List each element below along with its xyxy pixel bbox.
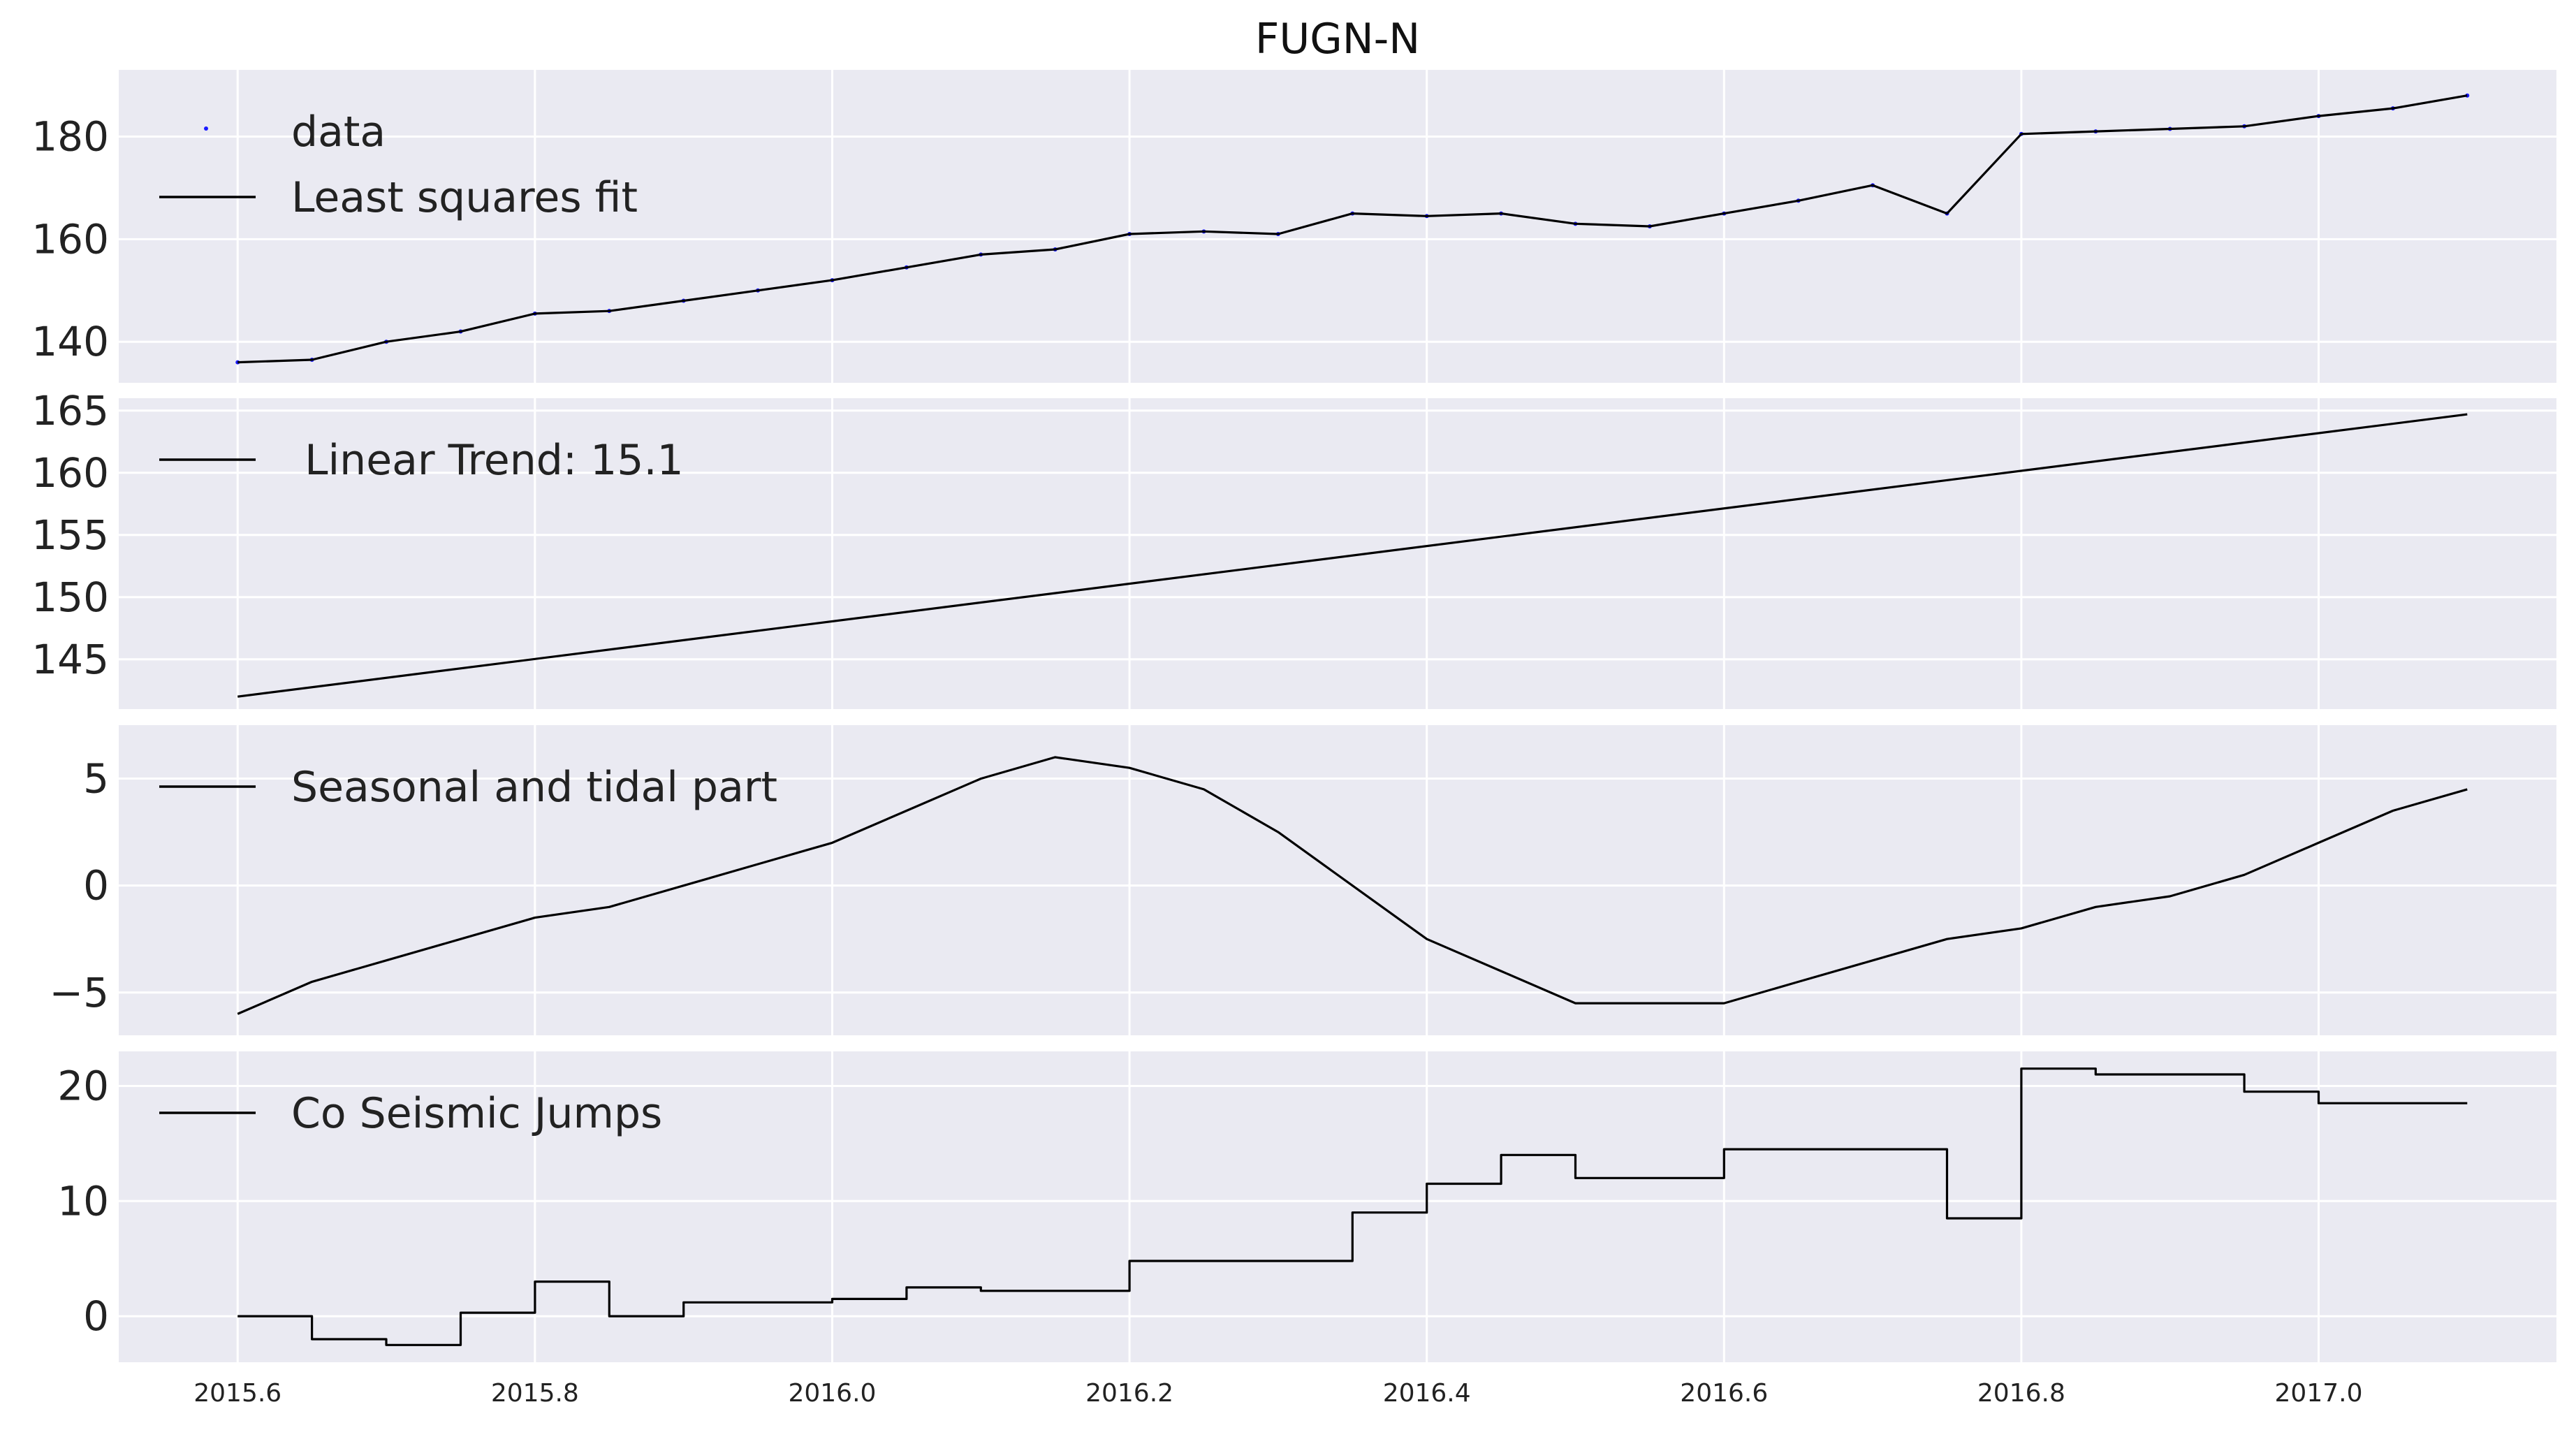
legend-label: data: [291, 108, 386, 156]
y-tick-label: 160: [31, 215, 109, 263]
y-tick-label: −5: [50, 969, 110, 1016]
y-tick-label: 160: [31, 449, 109, 497]
series-seasonal-and-tidal-part: [237, 756, 2468, 1015]
figure-title: FUGN-N: [1255, 15, 1420, 64]
plot-area: [119, 725, 2556, 1035]
legend-label: Least squares fit: [291, 173, 638, 222]
series-co-seismic-jumps: [237, 1067, 2468, 1346]
plot-area: [119, 398, 2556, 709]
y-tick-label: 165: [31, 387, 109, 435]
x-tick-label: 2016.6: [1680, 1379, 1768, 1408]
plot-area: [119, 70, 2556, 383]
x-tick-label: 2017.0: [2275, 1379, 2363, 1408]
subplot-3: −5 0 5 Seasonal and tidal part: [50, 725, 2556, 1035]
x-tick-label: 2015.6: [193, 1379, 281, 1408]
y-tick-label: 20: [57, 1062, 109, 1109]
legend-label: Co Seismic Jumps: [291, 1089, 662, 1138]
y-tick-label: 180: [31, 112, 109, 160]
plot-area: [119, 1051, 2556, 1362]
subplot-1: 140 160 180 data Least squares fit: [31, 70, 2556, 383]
legend: Co Seismic Jumps: [159, 1089, 662, 1138]
series-linear-trend-15-1: [237, 413, 2468, 698]
y-tick-label: 0: [83, 1292, 109, 1340]
y-tick-label: 0: [83, 862, 109, 910]
x-axis-ticks: 2015.6 2015.8 2016.0 2016.2 2016.4 2016.6 2016…: [193, 1379, 2362, 1408]
series-least-squares-fit: [237, 94, 2468, 364]
y-tick-label: 140: [31, 318, 109, 365]
subplot-4: 0 10 20 Co Seismic Jumps: [57, 1051, 2556, 1362]
y-tick-label: 10: [57, 1177, 109, 1225]
subplot-2: 145 150 155 160 165 Linear Trend: 15.1: [31, 387, 2556, 709]
legend-label: Seasonal and tidal part: [291, 763, 777, 812]
legend: data Least squares fit: [159, 108, 638, 222]
x-tick-label: 2016.2: [1085, 1379, 1173, 1408]
y-tick-label: 150: [31, 574, 109, 621]
legend: Seasonal and tidal part: [159, 763, 777, 812]
x-tick-label: 2016.0: [788, 1379, 876, 1408]
legend-label: Linear Trend: 15.1: [291, 436, 684, 485]
x-tick-label: 2016.4: [1383, 1379, 1471, 1408]
y-tick-label: 5: [83, 755, 109, 803]
y-tick-label: 145: [31, 636, 109, 683]
legend: Linear Trend: 15.1: [159, 436, 684, 485]
x-tick-label: 2015.8: [491, 1379, 579, 1408]
x-tick-label: 2016.8: [1977, 1379, 2065, 1408]
legend-marker-data: [204, 126, 208, 131]
y-tick-label: 155: [31, 511, 109, 559]
